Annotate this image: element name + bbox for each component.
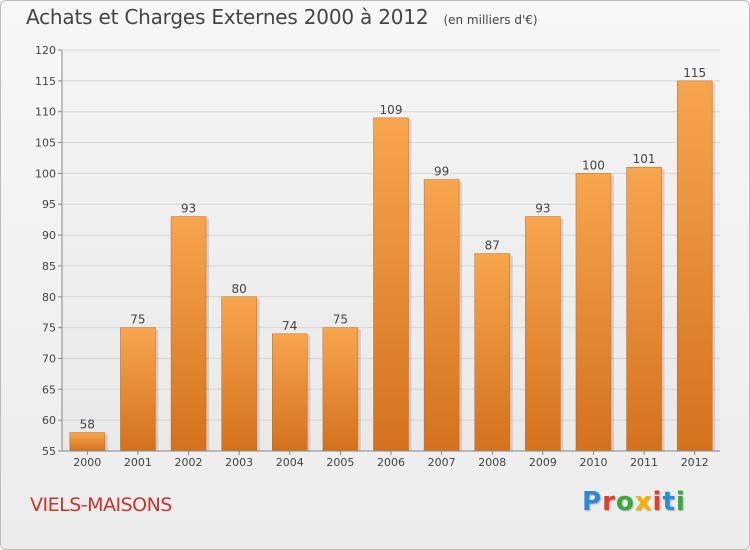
bar-group [69,432,108,452]
bar [272,333,308,452]
y-tick-label: 110 [35,106,56,119]
x-tick-label: 2012 [681,456,709,469]
y-tick-label: 85 [42,260,56,273]
y-tick-label: 65 [42,383,56,396]
logo-letter: P [582,487,603,517]
x-tick-label: 2002 [175,456,203,469]
y-tick-label: 60 [42,414,56,427]
bar-value-label: 93 [535,202,550,216]
y-tick-label: 70 [42,352,56,365]
bar-value-label: 109 [380,103,403,117]
bar [626,166,662,452]
bar [69,432,106,452]
y-tick-label: 105 [35,137,56,150]
bar [525,216,561,452]
bar [322,327,359,452]
x-tick-label: 2001 [124,456,152,469]
x-tick-label: 2004 [276,456,304,469]
bar-group [120,327,159,452]
bar-group [423,179,463,452]
bar [221,296,257,452]
chart-title: Achats et Charges Externes 2000 à 2012 [26,5,429,29]
bar [120,327,156,452]
y-tick-label: 115 [35,75,56,88]
bar-group [373,117,412,452]
bar [676,80,713,452]
y-tick-label: 100 [35,167,56,180]
proxiti-logo: Proxiti [582,487,686,517]
bar-value-label: 75 [333,313,348,327]
bar-group [221,296,260,452]
bar [575,173,612,452]
x-tick-label: 2008 [478,456,506,469]
bar-value-label: 99 [434,165,449,179]
bar-value-label: 115 [683,66,706,80]
chart-header: Achats et Charges Externes 2000 à 2012 (… [26,5,538,29]
y-tick-label: 80 [42,291,56,304]
y-tick-label: 55 [42,445,56,458]
bar-group [322,327,361,452]
bar-group [676,80,716,452]
x-tick-label: 2005 [326,456,354,469]
bar-value-label: 58 [80,417,95,431]
x-tick-label: 2011 [630,456,658,469]
bar [170,216,207,452]
bar-group [272,333,311,452]
bar-value-label: 74 [282,319,297,333]
bar-group [575,173,614,452]
x-tick-label: 2007 [428,456,456,469]
x-tick-label: 2010 [579,456,607,469]
y-tick-label: 95 [42,198,56,211]
bar-value-label: 75 [130,313,145,327]
bar-group [474,253,513,452]
x-tick-label: 2006 [377,456,405,469]
logo-letter: i [652,487,663,517]
bar-group [525,216,564,452]
logo-letter: t [662,487,676,517]
bar-group [170,216,210,452]
y-tick-label: 120 [35,44,56,57]
y-tick-label: 75 [42,322,56,335]
logo-letter: i [675,487,686,517]
x-tick-label: 2009 [529,456,557,469]
bar [373,117,409,452]
bar-value-label: 93 [181,202,196,216]
bar [474,253,510,452]
bar-value-label: 101 [633,152,656,166]
bar-value-label: 87 [485,239,500,253]
logo-letter: x [634,487,653,517]
bar-value-label: 80 [232,282,247,296]
logo-letter: r [602,487,616,517]
bar-group [626,166,665,452]
logo-letter: o [615,487,635,517]
bar-value-label: 100 [582,158,605,172]
chart-subtitle: (en milliers d'€) [443,13,538,27]
location-name: VIELS-MAISONS [30,494,172,516]
x-tick-label: 2003 [225,456,253,469]
y-tick-label: 90 [42,229,56,242]
x-tick-label: 2000 [73,456,101,469]
bar [423,179,460,452]
